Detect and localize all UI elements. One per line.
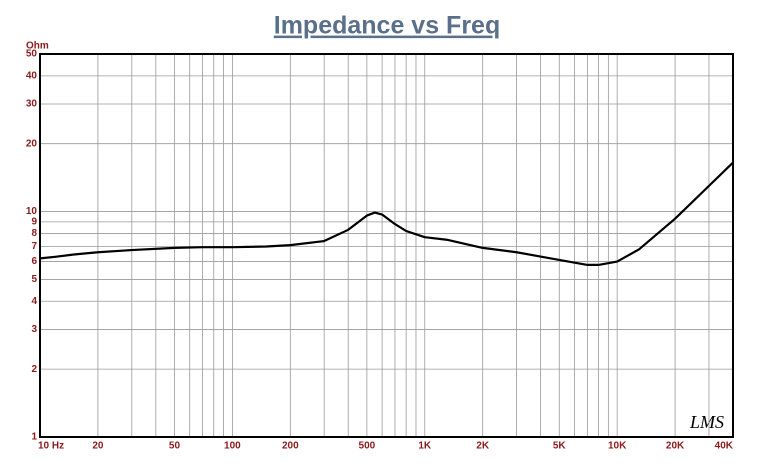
y-tick-label: 4 — [31, 296, 37, 307]
plot-frame — [39, 53, 734, 438]
x-tick-label: 5K — [553, 441, 567, 452]
y-tick-label: 2 — [31, 364, 37, 375]
x-tick-label: 200 — [282, 441, 299, 452]
y-tick-label: 7 — [31, 241, 37, 252]
y-tick-label: 50 — [26, 49, 38, 60]
x-tick-label: 1K — [418, 441, 432, 452]
y-tick-label: 9 — [31, 217, 37, 228]
impedance-curve — [39, 161, 734, 266]
x-tick-label: 2K — [476, 441, 490, 452]
watermark: LMS — [689, 412, 724, 432]
x-tick-label: 20 — [92, 441, 104, 452]
y-tick-label: 1 — [31, 432, 37, 443]
y-tick-label: 30 — [26, 99, 38, 110]
x-tick-label: 40K — [715, 441, 734, 452]
x-tick-label: 20K — [666, 441, 685, 452]
y-axis-label: Ohm — [26, 41, 49, 52]
x-tick-label: 10K — [608, 441, 627, 452]
chart-title: Impedance vs Freq — [274, 12, 500, 40]
x-tick-label: 100 — [224, 441, 241, 452]
x-tick-label: 10 Hz — [38, 441, 64, 452]
y-tick-label: 5 — [31, 274, 37, 285]
y-tick-label: 3 — [31, 324, 37, 335]
y-tick-label: 8 — [31, 228, 37, 239]
y-tick-label: 6 — [31, 256, 37, 267]
y-tick-label: 10 — [26, 206, 38, 217]
x-tick-label: 500 — [359, 441, 376, 452]
y-tick-label: 40 — [26, 70, 38, 81]
y-tick-label: 20 — [26, 138, 38, 149]
x-tick-label: 50 — [169, 441, 181, 452]
